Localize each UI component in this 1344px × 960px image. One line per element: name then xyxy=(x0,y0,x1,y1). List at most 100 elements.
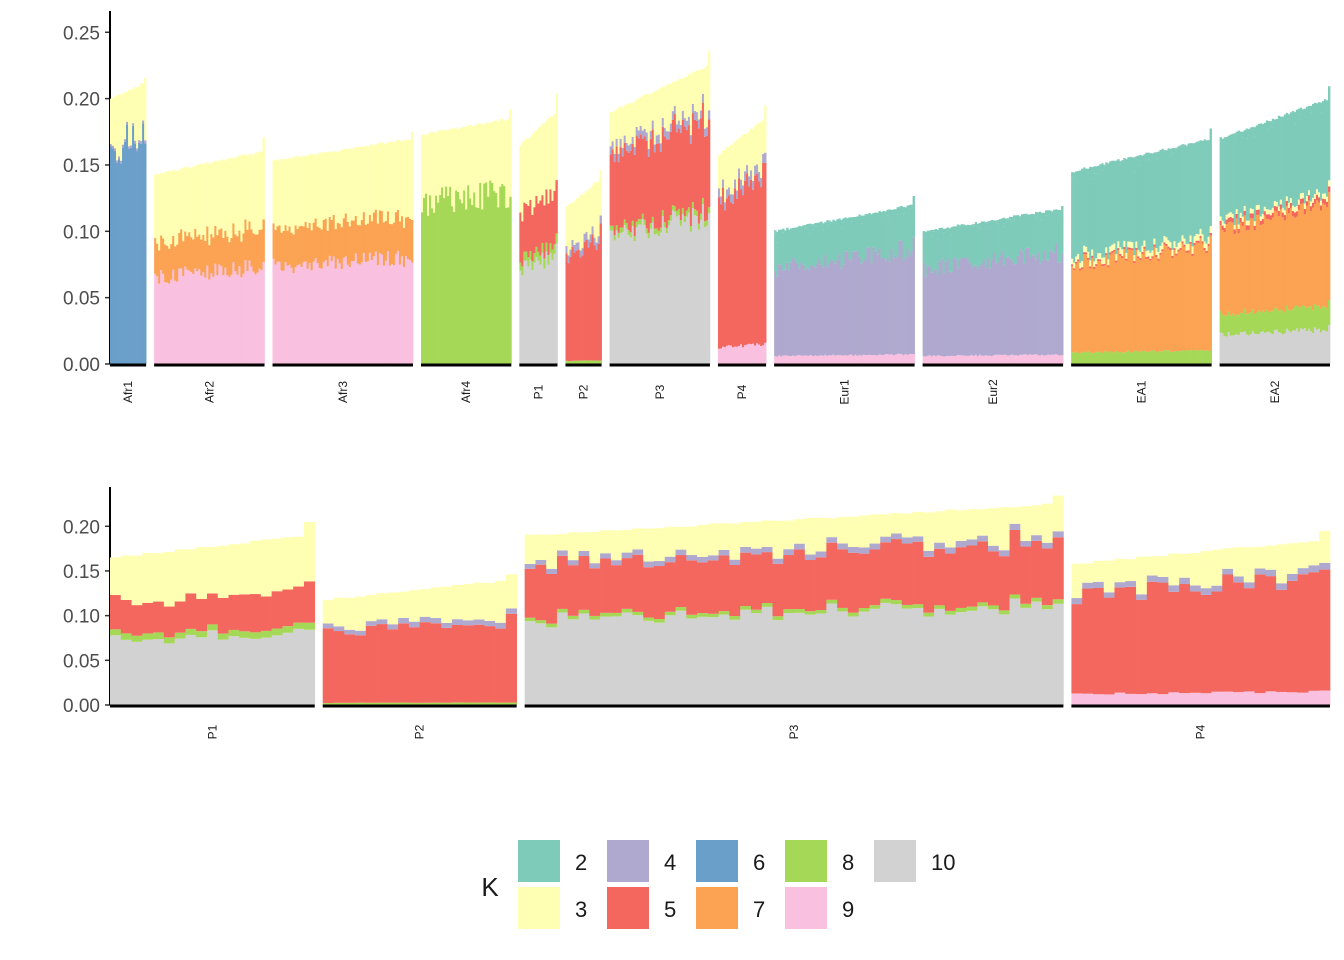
bar-segment-k9 xyxy=(926,355,929,364)
bar-segment-k2 xyxy=(1283,114,1287,211)
bar-segment-k3 xyxy=(234,158,237,165)
bar-segment-k5 xyxy=(637,138,641,220)
bar-segment-k4 xyxy=(978,265,982,355)
bar-segment-k2 xyxy=(812,224,815,230)
bar-segment-k9 xyxy=(1000,355,1004,364)
bar-segment-k9 xyxy=(896,353,899,364)
bar-segment-k5 xyxy=(1286,580,1299,693)
bar-segment-k10 xyxy=(944,614,956,705)
bar-segment-k4 xyxy=(1061,253,1064,356)
population-P1 xyxy=(110,522,316,705)
bar-segment-k3 xyxy=(1121,249,1124,257)
bar-segment-k9 xyxy=(322,261,326,364)
bar-segment-k3 xyxy=(346,149,350,222)
y-tick-label: 0.25 xyxy=(63,23,100,44)
bar-segment-k10 xyxy=(671,210,675,364)
bar-segment-k5 xyxy=(901,543,913,605)
bar-segment-k7 xyxy=(1127,249,1130,351)
bar-segment-k3 xyxy=(723,160,727,203)
bar-segment-k3 xyxy=(196,164,199,167)
bar-segment-k8 xyxy=(565,360,568,364)
bar-segment-k4 xyxy=(683,118,687,127)
bar-segment-k3 xyxy=(1247,220,1251,226)
bar-segment-k3 xyxy=(318,152,322,162)
bar-segment-k4 xyxy=(665,131,669,140)
bar-segment-k2 xyxy=(880,211,883,219)
bar-segment-k4 xyxy=(796,263,799,356)
bar-segment-k5 xyxy=(344,634,356,703)
bar-segment-k3 xyxy=(571,203,574,240)
bar-segment-k2 xyxy=(956,224,960,231)
bar-segment-k3 xyxy=(477,123,480,141)
bar-segment-k4 xyxy=(657,134,661,144)
bar-segment-k7 xyxy=(256,234,259,273)
bar-segment-k8 xyxy=(794,609,806,613)
bar-segment-k7 xyxy=(344,213,348,257)
bar-segment-k4 xyxy=(912,536,924,542)
bar-segment-k9 xyxy=(850,354,853,364)
bar-segment-k8 xyxy=(1239,312,1243,333)
bar-segment-k9 xyxy=(938,355,942,364)
bar-segment-k5 xyxy=(923,556,935,613)
bar-segment-k3 xyxy=(610,530,622,536)
bar-segment-k5 xyxy=(651,129,655,217)
bar-segment-k5 xyxy=(847,552,860,613)
bar-segment-k5 xyxy=(250,594,262,633)
bar-segment-k9 xyxy=(922,356,925,364)
population-label: EA1 xyxy=(1134,380,1148,403)
bar-segment-k9 xyxy=(1028,354,1032,364)
bar-segment-k5 xyxy=(675,132,679,211)
bar-segment-k3 xyxy=(376,593,388,620)
bar-segment-k2 xyxy=(1091,167,1094,250)
bar-segment-k4 xyxy=(758,172,761,182)
bar-segment-k5 xyxy=(142,602,154,634)
bar-segment-k3 xyxy=(481,143,484,210)
bar-segment-k3 xyxy=(350,152,354,221)
bar-segment-k9 xyxy=(866,355,869,364)
bar-segment-k2 xyxy=(1255,125,1259,206)
bar-segment-k8 xyxy=(523,251,526,261)
bar-segment-k3 xyxy=(258,151,261,156)
bar-segment-k5 xyxy=(1077,259,1080,262)
bar-segment-k3 xyxy=(271,542,283,592)
bar-segment-k4 xyxy=(727,187,731,196)
bar-segment-k2 xyxy=(818,222,821,259)
bar-segment-k7 xyxy=(1301,203,1305,305)
bar-segment-k8 xyxy=(664,611,676,616)
bar-segment-k2 xyxy=(1263,122,1267,207)
bar-segment-k10 xyxy=(545,251,548,364)
bar-segment-k8 xyxy=(239,631,251,638)
bar-segment-k3 xyxy=(1165,237,1168,244)
bar-segment-k8 xyxy=(120,633,132,640)
bar-segment-k10 xyxy=(667,225,671,364)
bar-segment-k7 xyxy=(272,223,275,259)
bar-segment-k8 xyxy=(569,361,572,364)
bar-segment-k9 xyxy=(216,275,219,364)
bar-segment-k8 xyxy=(1115,350,1118,364)
bar-segment-k8 xyxy=(667,220,671,226)
bar-segment-k9 xyxy=(228,276,231,364)
bar-segment-k3 xyxy=(284,160,287,226)
bar-segment-k4 xyxy=(1114,582,1126,588)
bar-segment-k7 xyxy=(398,221,402,265)
bar-segment-k8 xyxy=(575,360,578,364)
bar-segment-k7 xyxy=(1279,209,1283,310)
bar-segment-k3 xyxy=(621,529,633,553)
bar-segment-k2 xyxy=(1253,136,1257,222)
bar-segment-k7 xyxy=(1197,242,1200,351)
bar-segment-k7 xyxy=(240,241,243,278)
bar-segment-k9 xyxy=(944,356,948,364)
bar-segment-k5 xyxy=(1071,264,1074,267)
bar-segment-k5 xyxy=(727,195,731,346)
bar-segment-k8 xyxy=(707,207,711,214)
bar-segment-k7 xyxy=(224,230,227,268)
bar-segment-k7 xyxy=(238,230,241,267)
bar-segment-k3 xyxy=(587,189,590,192)
bar-segment-k8 xyxy=(659,227,663,233)
bar-segment-k9 xyxy=(226,275,229,364)
bar-segment-k7 xyxy=(1269,220,1273,312)
bar-segment-k8 xyxy=(619,227,622,233)
bar-segment-k3 xyxy=(1276,551,1288,584)
bar-segment-k3 xyxy=(758,129,761,173)
bar-segment-k10 xyxy=(1253,333,1257,364)
